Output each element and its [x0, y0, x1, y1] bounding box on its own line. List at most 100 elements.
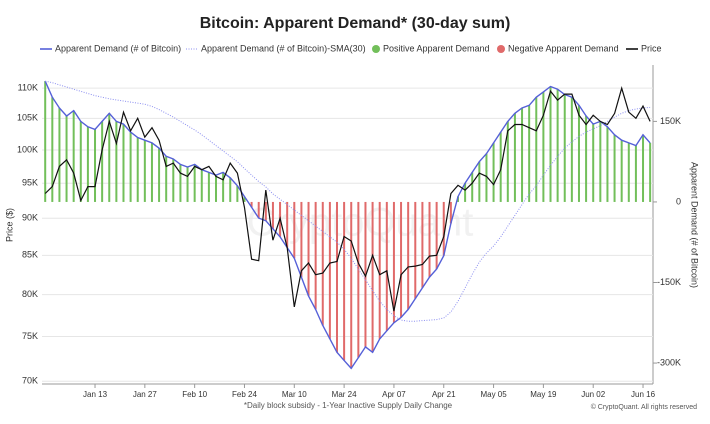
x-tick-label: Apr 21 — [432, 390, 456, 399]
demand-bar — [471, 172, 474, 202]
demand-bar — [65, 116, 68, 202]
legend-label: Positive Apparent Demand — [383, 43, 490, 53]
y-tick-label: 95K — [22, 178, 38, 188]
demand-bar — [79, 121, 82, 202]
x-tick-label: Jan 27 — [133, 390, 158, 399]
demand-bar — [357, 201, 360, 358]
demand-bar — [542, 91, 545, 202]
demand-bar — [165, 156, 168, 202]
footnote: *Daily block subsidy - 1-Year Inactive S… — [244, 401, 453, 410]
demand-bar — [385, 201, 388, 331]
y-tick-label: 85K — [22, 250, 38, 260]
y-tick-label: 70K — [22, 376, 38, 386]
demand-bar — [634, 145, 637, 202]
demand-line — [44, 80, 651, 370]
legend-swatch — [372, 45, 380, 53]
demand-bar — [343, 201, 346, 361]
demand-bar — [186, 167, 189, 202]
demand-bar — [449, 201, 452, 224]
demand-bar — [407, 201, 410, 310]
x-tick-label: Apr 07 — [382, 390, 406, 399]
demand-bar — [371, 201, 374, 353]
demand-bar — [492, 142, 495, 202]
y-tick-label: 105K — [17, 113, 38, 123]
copyright: © CryptoQuant. All rights reserved — [591, 403, 697, 411]
demand-bar — [535, 97, 538, 202]
demand-bar — [392, 201, 395, 323]
demand-bar — [200, 169, 203, 202]
y-axis-label: Price ($) — [4, 208, 14, 242]
demand-bar — [207, 172, 210, 202]
demand-bar — [129, 132, 132, 202]
y2-tick-label: -300K — [657, 357, 681, 367]
demand-bar — [464, 183, 467, 202]
demand-bar — [563, 94, 566, 202]
y-tick-label: 100K — [17, 144, 38, 154]
demand-bar — [577, 105, 580, 202]
demand-bar — [521, 107, 524, 202]
demand-bar — [108, 113, 111, 202]
demand-bar — [271, 201, 274, 229]
demand-bar — [478, 161, 481, 202]
demand-bar — [172, 158, 175, 202]
demand-bar — [435, 201, 438, 270]
demand-bar — [51, 97, 54, 202]
demand-bar — [307, 201, 310, 296]
demand-bar — [236, 185, 239, 202]
demand-bar — [143, 140, 146, 202]
demand-bar — [328, 201, 331, 339]
demand-bar — [378, 201, 381, 339]
legend-label: Apparent Demand (# of Bitcoin) — [55, 43, 181, 53]
demand-bar — [613, 134, 616, 202]
y-tick-label: 80K — [22, 289, 38, 299]
y-tick-label: 90K — [22, 213, 38, 223]
demand-bar — [513, 113, 516, 202]
x-tick-label: May 05 — [480, 390, 507, 399]
x-tick-label: May 19 — [530, 390, 557, 399]
demand-bar — [293, 201, 296, 259]
demand-bar — [300, 201, 303, 278]
demand-bar — [585, 116, 588, 202]
demand-bar — [506, 121, 509, 202]
y2-tick-label: 0 — [676, 196, 681, 206]
demand-bar — [122, 124, 125, 202]
y2-tick-label: 150K — [660, 116, 681, 126]
price-line — [44, 86, 651, 312]
x-tick-label: Mar 24 — [332, 390, 357, 399]
demand-bar — [400, 201, 403, 318]
demand-bar — [442, 201, 445, 256]
sma-line — [45, 80, 651, 322]
y-tick-label: 110K — [18, 83, 38, 93]
demand-bar — [570, 97, 573, 202]
legend-label: Price — [641, 43, 662, 53]
demand-bar — [179, 164, 182, 202]
legend-label: Apparent Demand (# of Bitcoin)-SMA(30) — [201, 43, 366, 53]
demand-bar — [335, 201, 338, 353]
x-tick-label: Jun 16 — [631, 390, 656, 399]
demand-bar — [606, 126, 609, 202]
demand-bar — [86, 126, 89, 202]
x-tick-label: Jan 13 — [83, 390, 108, 399]
x-tick-label: Mar 10 — [282, 390, 307, 399]
x-tick-label: Jun 02 — [581, 390, 606, 399]
demand-bar — [158, 148, 161, 202]
x-tick-label: Feb 10 — [182, 390, 207, 399]
demand-bar — [94, 129, 97, 202]
demand-bar — [250, 201, 253, 208]
demand-bar — [229, 177, 232, 202]
demand-bar — [44, 81, 47, 202]
demand-bar — [321, 201, 324, 326]
demand-bar — [364, 201, 367, 347]
demand-bar — [485, 153, 488, 202]
demand-bar — [592, 124, 595, 202]
demand-bar — [215, 175, 218, 202]
demand-bar — [428, 201, 431, 278]
demand-bar — [136, 137, 139, 202]
demand-bar — [286, 201, 289, 248]
demand-bar — [528, 105, 531, 202]
demand-bar — [627, 142, 630, 202]
demand-bar — [72, 110, 75, 202]
y-tick-label: 75K — [22, 331, 38, 341]
demand-bar — [642, 134, 645, 202]
